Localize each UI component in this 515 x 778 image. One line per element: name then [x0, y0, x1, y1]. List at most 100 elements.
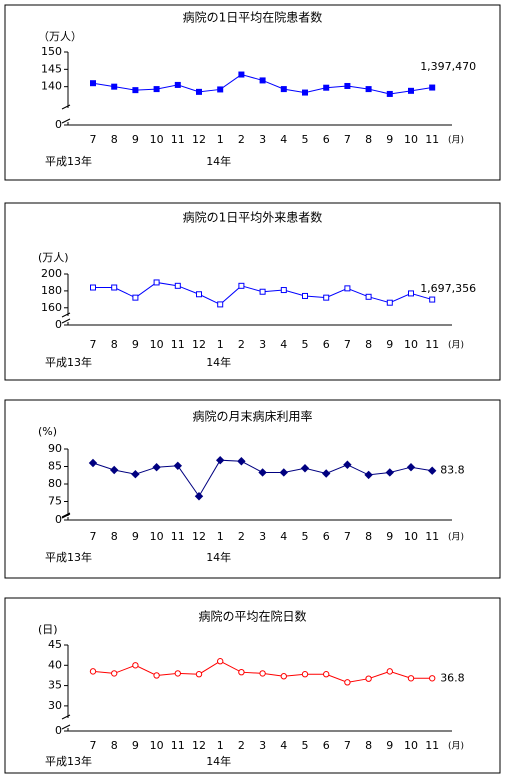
x-tick-label: 7 [90, 338, 97, 351]
marker [111, 284, 118, 291]
x-tick-label: 5 [302, 530, 309, 543]
y-axis-label: （万人） [38, 30, 82, 43]
marker [131, 469, 140, 479]
marker [89, 668, 97, 675]
marker [259, 288, 266, 295]
x-tick-label: 2 [238, 133, 245, 146]
marker [323, 294, 330, 301]
data-label: 36.8 [440, 671, 465, 684]
marker [195, 671, 203, 678]
x-tick-label: 10 [150, 530, 164, 543]
marker [302, 292, 308, 299]
x-tick-label: 4 [280, 739, 287, 752]
x-tick-label: 3 [259, 530, 266, 543]
marker [153, 279, 160, 286]
marker [407, 675, 415, 682]
axis-break [61, 312, 71, 324]
x-tick-label: 3 [259, 338, 266, 351]
x-tick-label: 7 [344, 338, 351, 351]
y-axis-label: (万人) [38, 251, 69, 264]
y-tick-label: 45 [48, 638, 62, 651]
x-tick-label: 4 [280, 338, 287, 351]
x-tick-label: 8 [111, 530, 118, 543]
x-tick-label: 11 [425, 530, 439, 543]
x-tick-label: 8 [365, 739, 372, 752]
marker [429, 296, 436, 303]
x-tick-label: 6 [323, 133, 330, 146]
annotation: 平成13年 [45, 355, 92, 369]
marker [88, 458, 98, 468]
marker [217, 658, 224, 665]
annotation: 14年 [206, 754, 231, 768]
x-tick-label: 2 [238, 739, 245, 752]
marker [386, 299, 393, 306]
x-tick-label: 3 [259, 739, 266, 752]
marker [196, 88, 202, 95]
annotation: 14年 [206, 355, 231, 369]
y-tick-label: 150 [41, 45, 62, 58]
marker [321, 469, 331, 478]
marker [174, 670, 182, 677]
marker [343, 460, 352, 469]
x-axis-label: (月) [448, 135, 464, 146]
marker [152, 462, 161, 472]
x-tick-label: 5 [302, 739, 309, 752]
marker [280, 287, 287, 294]
marker [406, 462, 416, 472]
marker [109, 465, 119, 475]
marker [174, 282, 181, 289]
x-tick-label: 7 [90, 133, 97, 146]
marker [429, 675, 436, 682]
marker [153, 672, 160, 679]
x-tick-label: 7 [344, 530, 351, 543]
y-tick-label: 200 [41, 267, 62, 280]
chart-title: 病院の月末病床利用率 [192, 409, 312, 424]
marker [132, 87, 139, 94]
y-tick-label: 0 [55, 318, 62, 331]
marker [217, 301, 224, 308]
x-tick-label: 8 [111, 739, 118, 752]
x-tick-label: 8 [111, 338, 118, 351]
annotation: 14年 [206, 550, 231, 564]
data-label: 83.8 [440, 464, 465, 477]
x-tick-label: 7 [90, 739, 97, 752]
x-tick-label: 12 [192, 530, 206, 543]
y-axis-label: (日) [38, 623, 58, 636]
annotation: 14年 [206, 154, 231, 168]
marker [427, 466, 437, 475]
x-tick-label: 9 [132, 530, 139, 543]
chart-title: 病院の1日平均在院患者数 [183, 10, 323, 25]
marker [280, 673, 287, 680]
marker [408, 87, 414, 94]
marker [344, 82, 351, 89]
x-axis-label: (月) [448, 340, 464, 351]
x-tick-label: 7 [344, 133, 351, 146]
x-tick-label: 6 [323, 530, 330, 543]
marker [344, 679, 351, 686]
marker [365, 675, 372, 682]
series-line [92, 459, 433, 498]
x-tick-label: 10 [404, 133, 418, 146]
x-tick-label: 10 [150, 338, 164, 351]
marker [238, 71, 245, 78]
x-tick-label: 12 [192, 739, 206, 752]
y-tick-label: 85 [48, 460, 62, 473]
x-tick-label: 9 [386, 133, 393, 146]
x-tick-label: 8 [111, 133, 118, 146]
y-tick-label: 145 [41, 62, 62, 75]
x-tick-label: 10 [404, 530, 418, 543]
x-tick-label: 10 [404, 338, 418, 351]
x-tick-label: 12 [192, 133, 206, 146]
x-tick-label: 9 [386, 338, 393, 351]
y-tick-label: 30 [48, 699, 62, 712]
x-tick-label: 1 [217, 739, 224, 752]
data-label: 1,697,356 [420, 282, 476, 295]
y-tick-label: 80 [48, 477, 62, 490]
marker [111, 670, 118, 677]
marker [215, 455, 225, 465]
y-axis-label: (%) [38, 425, 57, 438]
x-tick-label: 9 [132, 133, 139, 146]
x-axis-label: (月) [448, 741, 464, 752]
x-tick-label: 1 [217, 133, 224, 146]
marker [90, 284, 96, 291]
